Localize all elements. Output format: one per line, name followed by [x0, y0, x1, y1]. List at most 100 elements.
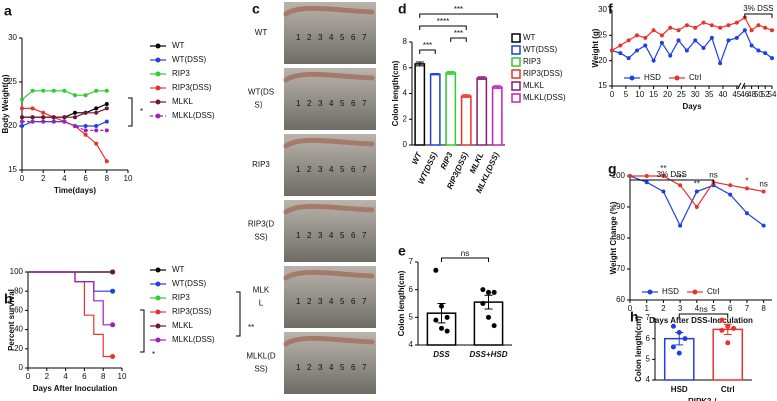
annotation: ns	[709, 170, 717, 179]
data-point	[678, 183, 683, 188]
data-point	[41, 119, 46, 124]
ruler-number: 1	[296, 33, 301, 42]
data-point	[51, 119, 56, 124]
legend-label: MLKL	[523, 81, 544, 90]
data-point	[676, 350, 682, 356]
legend-label: MLKL	[172, 97, 193, 106]
ruler-number: 4	[329, 165, 334, 174]
ruler-number: 2	[307, 165, 312, 174]
data-point	[734, 20, 739, 25]
row-label: WT(DS	[248, 88, 274, 97]
panel-letter: h	[630, 309, 639, 325]
data-point	[439, 325, 444, 331]
data-point	[634, 48, 639, 53]
data-point	[73, 115, 77, 120]
data-point	[83, 93, 88, 98]
axis-break	[741, 82, 746, 90]
data-point	[94, 128, 99, 133]
data-point	[634, 33, 639, 38]
data-point	[763, 25, 768, 30]
data-point	[41, 110, 46, 115]
row-label: RIP3(D	[248, 220, 274, 229]
ruler-number: 7	[362, 297, 367, 306]
data-point	[104, 88, 109, 93]
row-label: WT	[255, 28, 268, 37]
error-bar	[431, 73, 440, 76]
x-tick-label: 8	[105, 174, 110, 183]
x-tick-label: 5	[711, 304, 716, 313]
data-point	[94, 141, 99, 146]
x-tick-label: 35	[705, 90, 714, 99]
data-point	[749, 43, 754, 48]
y-tick-label: 15	[8, 165, 17, 174]
ruler-number: 6	[351, 363, 356, 372]
x-tick-label: 2	[45, 372, 50, 381]
significance-label: ns	[699, 305, 707, 314]
annotation: **	[694, 180, 700, 189]
significance-bracket	[419, 13, 498, 18]
y-tick-label: 80	[14, 286, 23, 295]
censor-mark	[110, 269, 116, 275]
legend-label: HSD	[662, 287, 679, 296]
data-point	[433, 267, 439, 273]
legend-swatch	[511, 45, 521, 55]
annotation: 3% DSS	[657, 170, 687, 179]
ruler-number: 5	[340, 231, 345, 240]
x-tick-label: 45	[732, 90, 741, 99]
y-tick-label: 70	[616, 264, 625, 273]
legend-label: RIP3(DSS)	[523, 69, 563, 78]
ruler-number: 6	[351, 297, 356, 306]
data-point	[94, 124, 99, 128]
data-point	[744, 211, 749, 216]
x-tick-label: 10	[635, 90, 644, 99]
data-point	[761, 189, 766, 194]
data-point	[83, 110, 88, 115]
x-tick-label: 8	[101, 372, 106, 381]
error-bar	[462, 94, 471, 98]
ruler-number: 1	[296, 99, 301, 108]
data-point	[62, 115, 67, 120]
bar	[414, 63, 426, 146]
y-tick-label: 4	[403, 89, 408, 98]
legend-marker	[629, 75, 635, 81]
legend-label: Ctrl	[707, 287, 720, 296]
data-point	[709, 35, 714, 40]
data-point	[668, 53, 673, 58]
annotation-bracket	[236, 291, 241, 337]
ruler-number: 2	[307, 363, 312, 372]
data-point	[104, 128, 109, 133]
x-tick-label: 15	[649, 90, 658, 99]
y-tick-label: 60	[14, 306, 23, 315]
x-axis-label: Days After Inoculation	[33, 384, 118, 393]
data-point	[30, 119, 35, 124]
data-point	[725, 340, 731, 346]
data-point	[726, 38, 731, 43]
significance-bracket	[419, 25, 467, 30]
annotation: *	[140, 107, 143, 116]
data-point	[670, 344, 676, 350]
x-tick-label: Ctrl	[721, 385, 735, 394]
y-tick-label: 7	[409, 257, 414, 266]
data-point	[734, 35, 739, 40]
legend-label: WT(DSS)	[172, 279, 207, 288]
data-point	[94, 110, 99, 115]
data-point	[83, 128, 88, 133]
x-tick-label: 10	[118, 372, 127, 381]
data-point	[659, 40, 664, 45]
ruler-number: 1	[296, 231, 301, 240]
x-axis-label: Days After DSS-Inoculation	[649, 316, 753, 325]
error-bar	[484, 294, 493, 310]
ruler-number: 5	[340, 297, 345, 306]
data-point	[684, 23, 689, 28]
legend-marker	[155, 309, 161, 315]
data-point	[709, 23, 714, 28]
data-point	[694, 189, 699, 194]
row-label: MLK	[253, 286, 270, 295]
x-tick-label: 54	[768, 90, 777, 99]
bar	[476, 77, 488, 146]
data-point	[610, 48, 614, 53]
legend-label: RIP3(DSS)	[172, 307, 212, 316]
annotation: *	[745, 177, 748, 186]
